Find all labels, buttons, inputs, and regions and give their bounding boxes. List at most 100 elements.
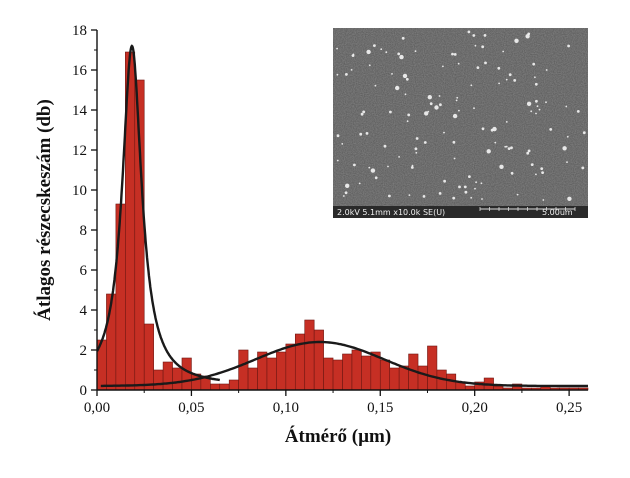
histogram-bar: [427, 345, 438, 391]
inset-particle: [565, 105, 568, 108]
inset-particle: [475, 181, 477, 184]
inset-particles: [336, 30, 586, 201]
inset-particle: [481, 127, 485, 131]
inset-particle: [385, 51, 388, 54]
inset-particle: [505, 78, 508, 81]
inset-particle: [526, 101, 532, 107]
bars-layer: [96, 51, 589, 391]
inset-particle: [473, 107, 475, 110]
inset-particle: [442, 65, 444, 68]
x-tick-label: 0,25: [556, 400, 582, 416]
inset-particle: [429, 102, 433, 106]
inset-particle: [494, 141, 497, 144]
inset-particle: [458, 185, 461, 189]
inset-particle: [362, 110, 366, 114]
inset-particle: [538, 108, 541, 111]
histogram-bar: [332, 359, 343, 391]
y-tick-label: 18: [72, 23, 87, 39]
lorentz-fit-curve: [97, 44, 221, 382]
inset-particle: [452, 196, 456, 200]
x-tick-label: 0,05: [178, 400, 204, 416]
inset-particle: [422, 195, 426, 198]
inset-particle: [336, 73, 339, 76]
histogram-bar: [323, 357, 334, 391]
inset-particle: [532, 62, 536, 66]
histogram-bar: [276, 351, 287, 391]
y-tick-label: 6: [80, 263, 88, 279]
histogram-bar: [228, 379, 239, 391]
inset-particle: [443, 131, 445, 134]
inset-particle: [474, 44, 477, 47]
inset-particle: [562, 146, 567, 151]
y-tick-label: 0: [80, 383, 88, 399]
histogram-bar: [342, 353, 353, 391]
histogram-bar: [238, 349, 249, 391]
inset-particle: [360, 112, 364, 116]
inset-particle: [423, 141, 427, 144]
inset-particle: [352, 53, 355, 56]
inset-particle: [567, 44, 570, 48]
y-tick-label: 12: [72, 143, 87, 159]
inset-particle: [438, 95, 441, 97]
inset-particle: [510, 146, 513, 150]
inset-particle: [359, 132, 363, 136]
inset-particle: [402, 73, 408, 79]
inset-particle: [534, 76, 536, 79]
inset-particle: [514, 38, 519, 43]
y-tick-label: 10: [72, 183, 87, 199]
inset-particle: [439, 103, 442, 107]
histogram-bar: [247, 367, 258, 391]
inset-particle: [405, 77, 409, 81]
inset-particle: [504, 145, 507, 148]
inset-particle: [499, 164, 504, 169]
histogram-bar: [379, 359, 391, 391]
inset-particle: [387, 165, 389, 168]
inset-particle: [427, 95, 432, 100]
y-tick-label: 4: [80, 303, 88, 319]
inset-particle: [398, 156, 400, 158]
inset-particle: [345, 73, 348, 76]
inset-particle: [542, 199, 545, 201]
inset-particle: [434, 105, 439, 110]
inset-particle: [457, 62, 460, 65]
inset-particle: [463, 185, 467, 189]
inset-particle: [497, 66, 501, 70]
inset-particle: [345, 183, 350, 188]
inset-particle: [468, 175, 471, 179]
histogram-bar: [115, 203, 126, 391]
histogram-bar: [417, 365, 428, 391]
inset-particle: [502, 50, 505, 53]
inset-particle: [453, 53, 457, 56]
inset-particle: [370, 168, 376, 173]
histogram-bar: [162, 361, 173, 391]
inset-particle: [374, 176, 378, 180]
histogram-bar: [266, 357, 277, 391]
x-tick-label: 0,10: [273, 400, 299, 416]
inset-particle: [397, 52, 401, 56]
inset-particle: [467, 30, 471, 34]
inset-particle: [505, 121, 508, 123]
inset-particle: [401, 36, 405, 40]
inset-particle: [481, 45, 485, 49]
inset-particle: [451, 52, 454, 56]
inset-particle: [498, 82, 500, 85]
inset-particle: [549, 127, 553, 131]
x-axis-title: Átmérő (µm): [285, 425, 391, 447]
gauss-fit-curve: [100, 340, 588, 388]
y-tick-label: 2: [80, 343, 88, 359]
inset-particle: [486, 149, 491, 154]
inset-particle: [545, 69, 548, 71]
inset-particle: [492, 126, 497, 132]
inset-particle: [353, 163, 356, 167]
inset-particle: [350, 69, 353, 71]
histogram-bar: [172, 367, 183, 391]
inset-particle: [535, 112, 537, 115]
inset-particle: [395, 85, 400, 91]
inset-particle: [452, 113, 458, 119]
inset-particle: [380, 48, 383, 51]
inset-particle: [424, 111, 429, 116]
inset-particle: [456, 96, 459, 99]
inset-particle: [470, 196, 473, 199]
inset-particle: [336, 159, 339, 162]
